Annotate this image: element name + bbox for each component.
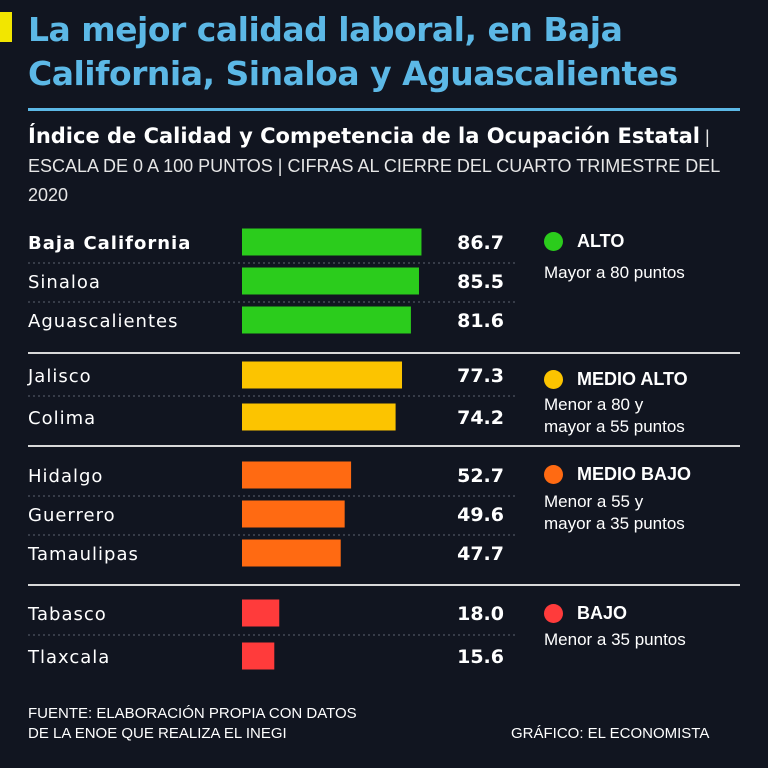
- bar-baja-california: [242, 228, 422, 256]
- value-label-sinaloa: 85.5: [457, 271, 504, 293]
- legend-name-bajo: BAJO: [577, 603, 628, 623]
- bar-tabasco: [242, 599, 280, 627]
- legend-name-alto: ALTO: [577, 231, 625, 251]
- bar-guerrero: [242, 500, 345, 528]
- accent-bar: [0, 12, 12, 42]
- bar-aguascalientes: [242, 306, 411, 334]
- value-label-tabasco: 18.0: [457, 603, 504, 625]
- legend-desc-medio-bajo-1: Menor a 55 y: [544, 492, 644, 511]
- bar-hidalgo: [242, 461, 352, 489]
- legend-dot-medio-bajo: [544, 465, 563, 484]
- value-label-guerrero: 49.6: [457, 504, 504, 526]
- legend-name-medio-bajo: MEDIO BAJO: [577, 464, 692, 484]
- chart-subtitle: Índice de Calidad y Competencia de la Oc…: [28, 122, 740, 209]
- bar-sinaloa: [242, 267, 419, 295]
- category-label-baja-california: Baja California: [28, 233, 191, 254]
- category-label-jalisco: Jalisco: [27, 366, 92, 387]
- category-label-tabasco: Tabasco: [27, 604, 107, 625]
- category-label-aguascalientes: Aguascalientes: [28, 311, 178, 332]
- legend-desc-medio-bajo-2: mayor a 35 puntos: [544, 514, 685, 533]
- category-label-hidalgo: Hidalgo: [28, 466, 103, 487]
- source-line-2: DE LA ENOE QUE REALIZA EL INEGI: [28, 725, 287, 742]
- bar-tamaulipas: [242, 539, 341, 567]
- legend-desc-medio-alto-2: mayor a 55 puntos: [544, 417, 685, 436]
- credit: GRÁFICO: EL ECONOMISTA: [511, 725, 710, 742]
- title-rule: [28, 108, 740, 111]
- category-label-tamaulipas: Tamaulipas: [27, 544, 139, 565]
- legend-name-medio-alto: MEDIO ALTO: [577, 369, 688, 389]
- value-label-hidalgo: 52.7: [457, 465, 504, 487]
- value-label-colima: 74.2: [457, 407, 504, 429]
- legend-dot-bajo: [544, 604, 563, 623]
- chart-title: La mejor calidad laboral, en Baja Califo…: [28, 10, 678, 93]
- category-label-colima: Colima: [28, 408, 96, 429]
- value-label-jalisco: 77.3: [457, 365, 504, 387]
- bar-tlaxcala: [242, 642, 275, 670]
- value-label-aguascalientes: 81.6: [457, 310, 504, 332]
- bar-jalisco: [242, 361, 403, 389]
- subtitle-scale: | ESCALA DE 0 A 100 PUNTOS | CIFRAS AL C…: [28, 127, 720, 205]
- source-line-1: FUENTE: ELABORACIÓN PROPIA CON DATOS: [28, 705, 357, 722]
- legend-desc-medio-alto-1: Menor a 80 y: [544, 395, 644, 414]
- legend-desc-bajo: Menor a 35 puntos: [544, 630, 686, 649]
- category-label-sinaloa: Sinaloa: [28, 272, 101, 293]
- category-label-tlaxcala: Tlaxcala: [27, 647, 110, 668]
- legend-dot-medio-alto: [544, 370, 563, 389]
- bar-colima: [242, 403, 396, 431]
- value-label-tlaxcala: 15.6: [457, 646, 504, 668]
- legend-desc-alto: Mayor a 80 puntos: [544, 263, 685, 282]
- category-label-guerrero: Guerrero: [28, 505, 116, 526]
- value-label-tamaulipas: 47.7: [457, 543, 504, 565]
- subtitle-main: Índice de Calidad y Competencia de la Oc…: [28, 124, 700, 148]
- legend-dot-alto: [544, 232, 563, 251]
- value-label-baja-california: 86.7: [457, 232, 504, 254]
